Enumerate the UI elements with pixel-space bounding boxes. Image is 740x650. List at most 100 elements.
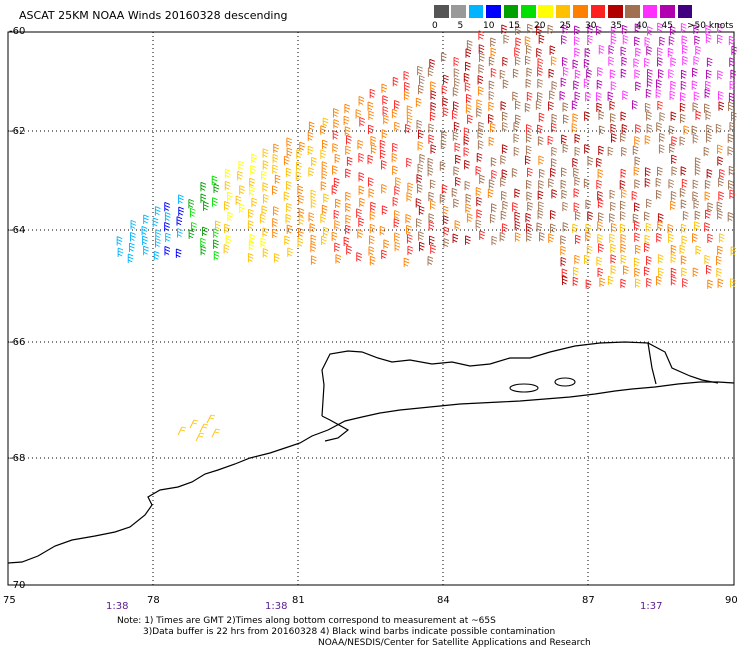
wind-barb [491,169,497,180]
wind-barb [560,179,567,190]
wind-barb [428,134,435,144]
wind-barb [500,210,507,221]
wind-barb [323,193,329,203]
wind-barb [381,205,388,215]
wind-barb [418,241,425,252]
wind-barb [692,67,698,78]
wind-barb [513,122,520,132]
wind-barb [286,147,293,157]
wind-barb [659,132,665,143]
wind-barb [561,134,567,144]
wind-barb [477,75,484,85]
wind-barb [587,34,593,45]
wind-barb [574,25,580,35]
wind-barb [248,241,255,251]
wind-barb [538,201,544,211]
wind-barb [572,223,578,234]
wind-barb [189,419,199,429]
wind-barb [730,246,737,256]
wind-barb [537,67,543,77]
wind-barb [526,191,532,201]
wind-barb [527,23,533,34]
wind-barb [704,88,711,99]
wind-barb [370,144,377,154]
wind-barb [585,231,591,242]
wind-barb [670,57,677,67]
wind-barb [164,202,170,212]
wind-barb [443,238,450,248]
wind-barb [716,267,722,278]
wind-barb [273,206,279,216]
wind-barb [596,102,602,113]
wind-barb [463,72,470,83]
wind-barb [455,154,461,165]
wind-barb [584,254,590,265]
wind-barb [619,211,626,221]
wind-barb [729,80,736,91]
wind-barb [490,47,497,57]
lat-label: -64 [9,225,26,236]
wind-barb [562,66,569,77]
wind-barb [633,166,640,176]
legend-swatch [573,5,588,18]
wind-barb [671,154,677,164]
wind-barb [571,123,578,133]
wind-barb [610,35,617,45]
wind-barb [536,222,543,232]
wind-barb [537,136,544,146]
wind-barb [406,114,413,124]
wind-barb [514,211,521,221]
wind-barb [427,157,434,168]
wind-barb [644,102,651,113]
wind-barb [263,193,269,204]
wind-barb [227,211,233,222]
wind-barb [551,80,558,91]
wind-barb [551,113,558,124]
wind-barb [406,224,412,235]
wind-barb [693,55,700,66]
wind-barb [572,59,579,69]
wind-barb [729,121,736,132]
wind-barb [262,248,269,258]
wind-barb [731,111,737,121]
wind-barb [188,198,195,209]
wind-barb [500,101,507,111]
wind-barb [670,80,676,91]
pass-time: 1:37 [640,601,663,612]
wind-barb [392,142,398,153]
wind-barb [634,232,640,242]
wind-barb [514,188,520,198]
wind-barb [694,221,700,231]
wind-barb [547,24,554,35]
wind-barb [381,129,388,139]
wind-barb [620,233,627,244]
wind-barb [490,157,497,167]
wind-barb [418,205,425,216]
wind-barb [211,428,221,438]
wind-barb [656,122,662,132]
wind-barb [488,136,495,147]
ice-rise-inlet [321,415,350,442]
wind-barb [526,232,532,242]
wind-barb [501,223,508,233]
wind-barb [404,81,410,92]
wind-barb [679,136,686,146]
wind-barb [407,182,414,192]
wind-barb [239,185,245,195]
wind-barb [704,222,710,232]
wind-barb [562,143,569,154]
legend-tick: 35 [610,21,622,31]
wind-barb [693,199,700,209]
lon-label: 84 [437,595,450,606]
wind-barb [657,220,663,231]
wind-barb [227,191,233,202]
wind-barb [272,228,278,238]
wind-barb [416,183,423,194]
wind-barb [669,25,676,36]
wind-barb [501,190,507,201]
wind-barb [502,79,509,89]
wind-barb [596,179,602,190]
wind-barb [310,189,317,200]
wind-barb [682,44,688,55]
wind-barb [681,235,688,245]
